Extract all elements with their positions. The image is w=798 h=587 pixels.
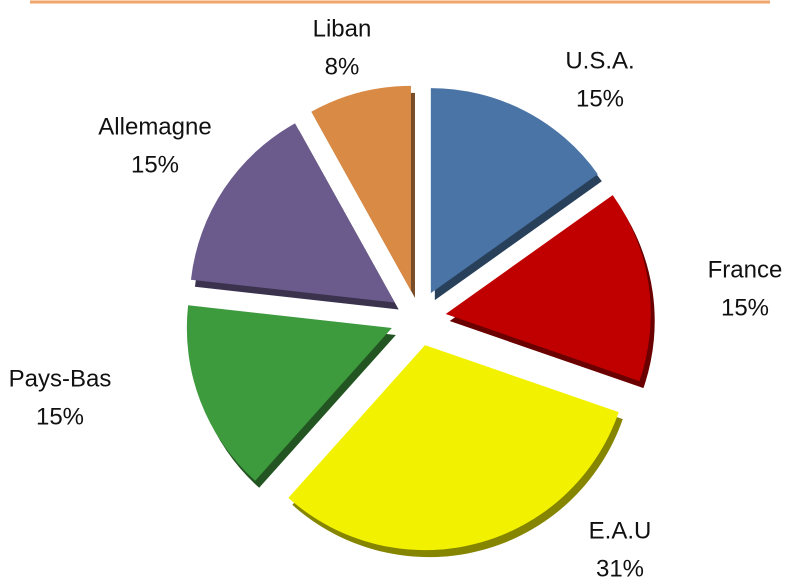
slice [445, 195, 651, 382]
slice-value: 15% [131, 151, 179, 178]
slice-value: 8% [325, 53, 360, 80]
slice-label: E.A.U [589, 517, 652, 544]
slice-label: Allemagne [98, 113, 211, 140]
slice-value: 15% [721, 294, 769, 321]
slice-label: Liban [313, 15, 372, 42]
slice [311, 85, 411, 291]
slice [190, 123, 395, 303]
slice-value: 15% [36, 403, 84, 430]
slice-value: 31% [596, 555, 644, 582]
slice-label: U.S.A. [565, 47, 634, 74]
slice [288, 345, 619, 551]
slice-label: France [708, 256, 783, 283]
slice [430, 88, 598, 294]
slice-value: 15% [576, 85, 624, 112]
slice [186, 305, 392, 481]
slice-label: Pays-Bas [9, 365, 112, 392]
